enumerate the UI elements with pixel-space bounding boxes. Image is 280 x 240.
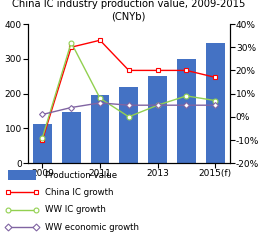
- Bar: [206, 43, 225, 163]
- Bar: [62, 112, 81, 163]
- Text: WW IC growth: WW IC growth: [45, 205, 106, 214]
- Text: Production value: Production value: [45, 171, 117, 180]
- Text: WW economic growth: WW economic growth: [45, 222, 139, 232]
- Bar: [148, 76, 167, 163]
- Bar: [33, 124, 52, 163]
- Bar: [91, 95, 109, 163]
- Bar: [120, 87, 138, 163]
- Text: China IC growth: China IC growth: [45, 188, 113, 197]
- Bar: [177, 59, 196, 163]
- Title: China IC industry production value, 2009-2015
(CNYb): China IC industry production value, 2009…: [12, 0, 246, 22]
